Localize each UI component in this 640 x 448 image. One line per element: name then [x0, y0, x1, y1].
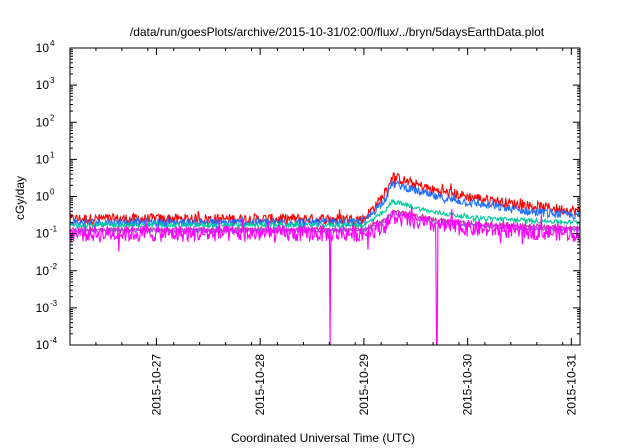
- x-tick-label: 2015-10-28: [253, 354, 267, 416]
- y-tick-label: 10: [36, 338, 50, 352]
- x-tick-label: 2015-10-31: [564, 354, 578, 416]
- series-line-5: [69, 210, 581, 235]
- y-tick-label: 10: [36, 190, 50, 204]
- chart-title: /data/run/goesPlots/archive/2015-10-31/0…: [130, 25, 545, 39]
- x-tick-label: 2015-10-27: [149, 354, 163, 416]
- series-line-2: [69, 179, 581, 232]
- y-tick-label: 10: [36, 78, 50, 92]
- y-tick-label: 10: [36, 115, 50, 129]
- y-tick-exponent: 0: [50, 188, 55, 197]
- y-axis-label: cGy/day: [13, 176, 27, 220]
- y-tick-exponent: -2: [50, 262, 58, 271]
- series-layer: [69, 171, 581, 346]
- x-axis-label: Coordinated Universal Time (UTC): [231, 431, 415, 445]
- y-tick-label: 10: [36, 227, 50, 241]
- plot-frame: [69, 47, 581, 346]
- series-line-3: [69, 199, 581, 230]
- x-tick-label: 2015-10-30: [461, 354, 475, 416]
- y-tick-exponent: 3: [50, 76, 55, 85]
- y-tick-exponent: -4: [50, 336, 58, 345]
- y-tick-exponent: -3: [50, 299, 58, 308]
- y-tick-exponent: 1: [50, 150, 55, 159]
- y-tick-exponent: 2: [50, 113, 55, 122]
- y-tick-label: 10: [36, 41, 50, 55]
- y-tick-label: 10: [36, 264, 50, 278]
- series-line-6: [69, 206, 581, 346]
- y-tick-exponent: -1: [50, 225, 58, 234]
- y-tick-exponent: 4: [50, 39, 55, 48]
- y-tick-label: 10: [36, 152, 50, 166]
- x-tick-label: 2015-10-29: [357, 354, 371, 416]
- y-tick-label: 10: [36, 301, 50, 315]
